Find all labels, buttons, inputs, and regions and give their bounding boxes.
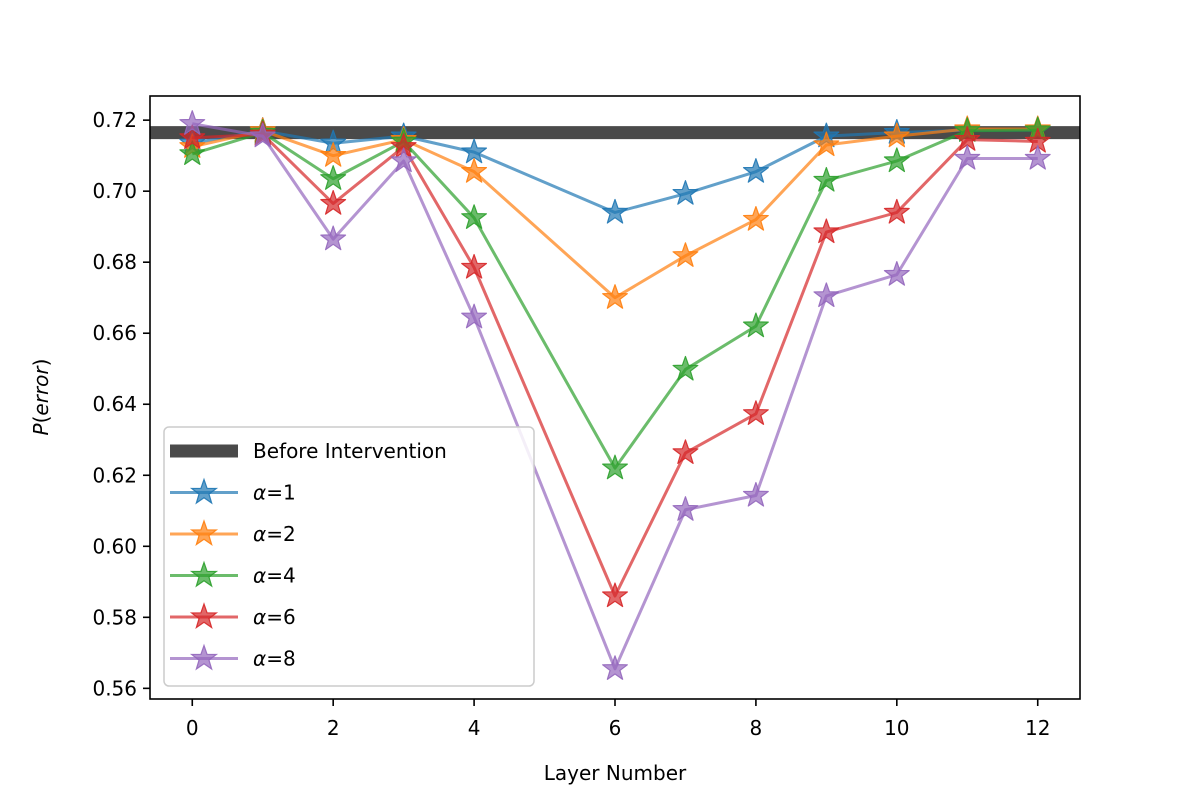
data-point-star [461,204,488,229]
data-point-star [390,147,417,173]
plot-content [150,110,1080,680]
legend-label-series: α=4 [253,564,296,588]
legend-label-series: α=8 [253,647,296,671]
series-line-3 [191,128,1038,470]
legend-label-baseline: Before Intervention [253,439,447,463]
data-point-star [179,124,206,150]
data-point-star [672,439,699,465]
data-point-star [672,355,699,381]
x-tick-label: 6 [609,716,622,740]
legend-label-series: α=1 [253,481,296,505]
data-point-star [320,190,347,215]
series-5 [179,110,1051,680]
data-point-star [602,655,628,680]
data-point-star [954,126,981,151]
legend-label-series: α=2 [253,522,296,546]
y-tick-label: 0.56 [92,676,137,700]
data-point-star [883,198,910,224]
legend-swatch-star [189,602,219,629]
x-tick-label: 0 [186,716,199,740]
legend: Before Intervention α=1 α=2 α=4 α=6 α=8 [163,426,535,687]
data-point-star [813,218,840,244]
data-point-star [742,481,769,507]
data-point-star [813,166,840,192]
data-point-star [249,122,276,148]
legend-label-series: α=6 [253,605,296,629]
y-tick-label: 0.68 [92,250,137,274]
data-point-star [461,158,488,183]
legend-swatch-star [189,477,219,505]
data-point-star [461,138,488,164]
data-point-star [179,140,206,165]
data-point-star [461,253,488,279]
data-point-star [742,400,769,425]
legend-swatch-star [189,560,219,588]
x-tick-label: 10 [884,716,909,740]
data-point-star [672,496,699,521]
data-point-star [672,242,699,267]
series-3 [179,116,1051,480]
series-line-4 [192,132,1038,598]
data-point-star [602,582,628,608]
y-axis: 0.56 0.58 0.60 0.62 0.64 0.66 0.68 0.70 0.72 [92,108,150,700]
legend-box [163,426,535,687]
data-point-star [602,454,628,480]
y-tick-label: 0.72 [92,108,137,132]
y-tick-label: 0.70 [92,179,137,203]
data-point-star [883,122,910,148]
data-point-star [742,205,769,231]
x-axis-label: Layer Number [544,761,687,785]
y-tick-label: 0.64 [92,392,137,416]
x-tick-label: 8 [750,716,763,740]
y-axis-label: P(error) [29,359,53,436]
legend-swatch-star [189,519,219,546]
data-point-star [742,158,769,183]
x-axis: 0 2 4 6 8 10 12 [186,699,1050,740]
data-point-star [813,131,840,157]
y-tick-label: 0.66 [92,321,137,345]
plot-area [149,95,1081,700]
data-point-star [954,144,981,170]
x-tick-label: 2 [327,716,340,740]
data-point-star [320,165,347,190]
data-point-star [742,312,769,338]
data-point-star [179,110,206,135]
data-point-star [320,142,347,167]
data-point-star [672,180,699,205]
x-tick-label: 4 [468,716,481,740]
x-tick-label: 12 [1025,716,1050,740]
data-point-star [813,282,840,308]
data-point-star [1024,144,1051,170]
data-point-star [602,284,628,309]
data-point-star [461,303,488,329]
legend-swatch-star [189,643,219,671]
y-tick-label: 0.62 [92,463,137,487]
series-line-5 [192,122,1038,671]
data-point-star [883,261,910,286]
data-point-star [320,225,347,251]
y-tick-label: 0.58 [92,605,137,629]
data-point-star [883,147,910,173]
data-point-star [602,198,628,224]
y-tick-label: 0.60 [92,534,137,558]
